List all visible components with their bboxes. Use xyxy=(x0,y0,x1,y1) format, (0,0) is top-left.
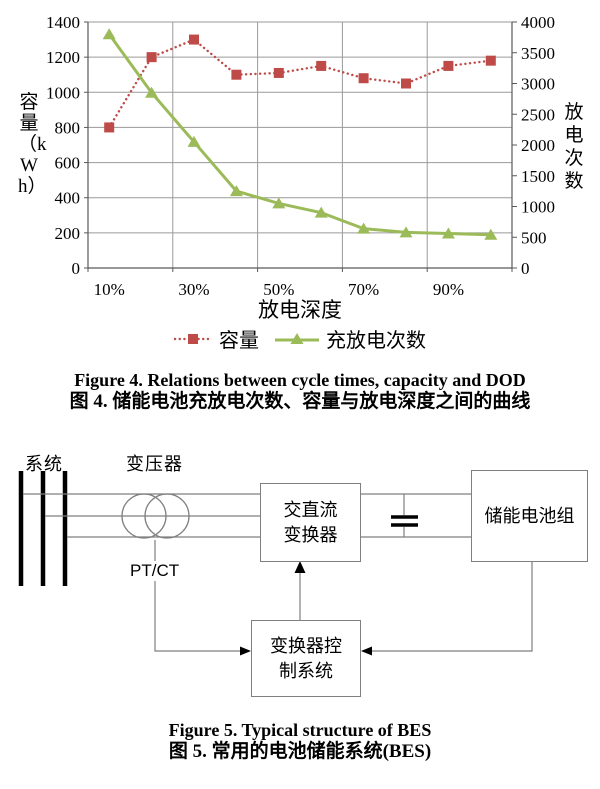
bes-diagram xyxy=(18,471,533,656)
ptct-label: PT/CT xyxy=(129,561,181,581)
svg-text:2000: 2000 xyxy=(521,136,555,155)
cycle-times-marker xyxy=(272,197,286,209)
transformer-symbol-circle xyxy=(144,493,190,539)
svg-text:200: 200 xyxy=(55,224,81,243)
cycle-times-marker xyxy=(357,222,371,234)
figure4-caption-en: Figure 4. Relations between cycle times,… xyxy=(74,370,526,390)
svg-text:70%: 70% xyxy=(348,280,379,299)
capacity-marker xyxy=(316,60,327,71)
capacity-series xyxy=(104,34,496,133)
transformer-symbol-circle xyxy=(121,493,167,539)
legend-item-capacity: 容量 xyxy=(174,324,259,353)
x-axis-title: 放电深度 xyxy=(258,298,342,322)
capacity-marker xyxy=(189,34,199,45)
capacity-marker xyxy=(443,60,454,71)
battery-box: 储能电池组 xyxy=(471,470,588,562)
left-axis-title: 容量（kWh） xyxy=(18,92,47,197)
control-arrowhead-icon xyxy=(294,561,306,573)
right-axis-title: 放电次数 xyxy=(564,102,584,192)
cycle-times-marker xyxy=(102,28,116,40)
figure4-caption: Figure 4. Relations between cycle times,… xyxy=(0,369,600,413)
cycle-times-marker xyxy=(229,185,243,197)
capacity-marker xyxy=(401,78,411,89)
svg-text:500: 500 xyxy=(521,228,547,247)
cycle-times-series xyxy=(102,28,498,240)
svg-text:3500: 3500 xyxy=(521,44,555,63)
capacity-marker xyxy=(104,122,115,133)
svg-text:3000: 3000 xyxy=(521,75,555,94)
ptct-signal-line xyxy=(154,540,240,652)
system-label: 系统 xyxy=(25,454,63,474)
cycle-times-marker xyxy=(441,227,455,239)
svg-text:2500: 2500 xyxy=(521,105,555,124)
figure5-caption-zh: 图 5. 常用的电池储能系统(BES) xyxy=(168,741,432,762)
converter-box: 交直流 变换器 xyxy=(260,483,361,562)
legend-item-cycle-times: 充放电次数 xyxy=(275,324,426,353)
controller-box: 变换器控 制系统 xyxy=(251,620,361,697)
chart-axes xyxy=(84,21,517,272)
chart-legend: 容量 充放电次数 xyxy=(88,324,512,353)
cycle-times-marker xyxy=(314,206,328,218)
svg-text:800: 800 xyxy=(55,118,81,137)
svg-text:1200: 1200 xyxy=(46,48,80,67)
figure5-caption-en: Figure 5. Typical structure of BES xyxy=(168,720,432,740)
svg-text:30%: 30% xyxy=(178,280,209,299)
cycle-times-line-sample-icon xyxy=(275,332,319,344)
figure5-caption: Figure 5. Typical structure of BES 图 5. … xyxy=(0,719,600,763)
capacity-marker xyxy=(273,67,284,78)
capacity-marker xyxy=(146,52,157,63)
battery-signal-line xyxy=(372,562,533,652)
svg-text:0: 0 xyxy=(72,259,81,278)
legend-label-cycle-times: 充放电次数 xyxy=(326,330,426,352)
svg-text:1400: 1400 xyxy=(46,13,80,32)
capacity-marker xyxy=(485,55,496,66)
capacity-marker xyxy=(358,73,369,84)
cycle-times-marker xyxy=(484,228,498,240)
svg-text:90%: 90% xyxy=(433,280,464,299)
capacity-marker xyxy=(231,69,242,80)
capacity-line-sample-icon xyxy=(174,333,212,344)
transformer-label: 变压器 xyxy=(126,454,183,474)
svg-text:400: 400 xyxy=(55,189,81,208)
svg-text:600: 600 xyxy=(55,154,81,173)
chart-axis-labels: 0 200 400 600 800 1000 1200 1400 0 500 1000 1500 200… xyxy=(46,13,555,299)
figure4-caption-zh: 图 4. 储能电池充放电次数、容量与放电深度之间的曲线 xyxy=(69,391,531,412)
svg-text:0: 0 xyxy=(521,259,530,278)
svg-text:1000: 1000 xyxy=(521,198,555,217)
cycle-times-marker xyxy=(187,135,201,147)
legend-label-capacity: 容量 xyxy=(219,330,259,352)
svg-text:1000: 1000 xyxy=(46,83,80,102)
svg-text:50%: 50% xyxy=(263,280,294,299)
cycle-times-marker xyxy=(145,86,159,98)
battery-arrowhead-icon xyxy=(361,646,372,656)
svg-text:10%: 10% xyxy=(94,280,125,299)
svg-text:1500: 1500 xyxy=(521,167,555,186)
svg-text:4000: 4000 xyxy=(521,13,555,32)
ptct-arrowhead-icon xyxy=(240,646,251,656)
cycle-times-marker xyxy=(399,226,413,238)
